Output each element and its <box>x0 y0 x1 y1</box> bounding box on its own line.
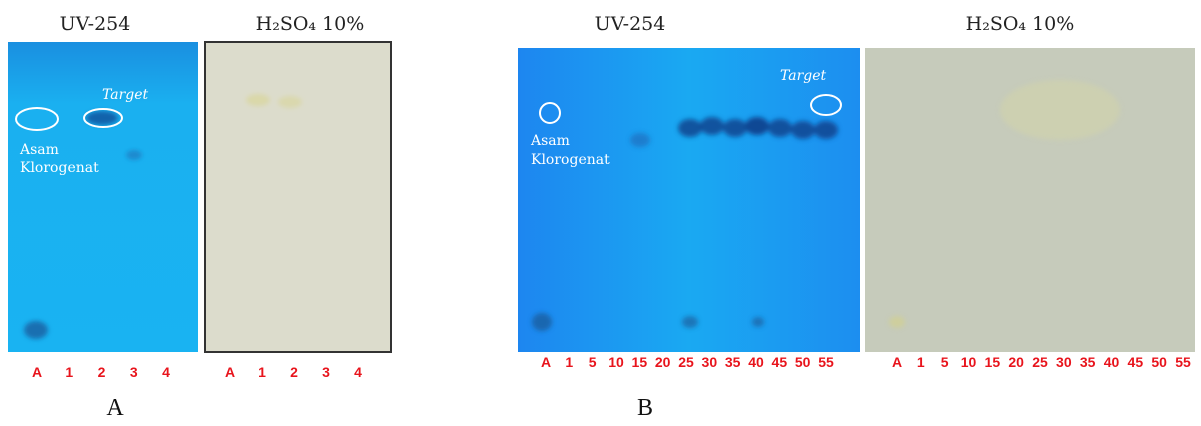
lane-label: 15 <box>632 354 648 370</box>
lane-label: 35 <box>725 354 741 370</box>
panel-label: A <box>106 395 124 421</box>
h2so4-plate <box>205 42 391 352</box>
lane-label: 4 <box>354 364 362 380</box>
lane-label: 30 <box>702 354 718 370</box>
panel-label: B <box>637 395 653 421</box>
lane-label: 35 <box>1080 354 1096 370</box>
lane-label: 55 <box>1175 354 1191 370</box>
lane-label: 25 <box>1032 354 1048 370</box>
lane-label: A <box>541 354 551 370</box>
lane-label: 2 <box>98 364 106 380</box>
lane-label: 3 <box>322 364 330 380</box>
lane-label: 1 <box>565 354 573 370</box>
plate-title: UV-254 <box>595 13 666 35</box>
lane-label: 1 <box>258 364 266 380</box>
lane-label: 5 <box>941 354 949 370</box>
lane-label: 20 <box>1008 354 1024 370</box>
lane-label: 45 <box>1128 354 1144 370</box>
lane-label: 1 <box>917 354 925 370</box>
lane-label: 3 <box>130 364 138 380</box>
annotation: Target <box>780 68 827 84</box>
lane-label: 55 <box>818 354 834 370</box>
annotation: Target <box>102 87 149 103</box>
uv-plate <box>518 48 860 352</box>
lane-label: A <box>32 364 42 380</box>
plate-title: H₂SO₄ 10% <box>256 13 365 35</box>
lane-label: 45 <box>772 354 788 370</box>
plate-title: UV-254 <box>60 13 131 35</box>
lane-label: 2 <box>290 364 298 380</box>
lane-label: 40 <box>1104 354 1120 370</box>
lane-label: A <box>892 354 902 370</box>
lane-label: 30 <box>1056 354 1072 370</box>
lane-label: 10 <box>608 354 624 370</box>
lane-label: 20 <box>655 354 671 370</box>
lane-label: 5 <box>589 354 597 370</box>
lane-label: 15 <box>985 354 1001 370</box>
lane-label: 40 <box>748 354 764 370</box>
figure: AUV-254A1234TargetAsamKlorogenatH₂SO₄ 10… <box>0 0 1201 426</box>
lane-label: 50 <box>1151 354 1167 370</box>
plate-title: H₂SO₄ 10% <box>966 13 1075 35</box>
lane-label: 10 <box>961 354 977 370</box>
lane-label: 1 <box>65 364 73 380</box>
lane-label: A <box>225 364 235 380</box>
lane-label: 50 <box>795 354 811 370</box>
lane-label: 4 <box>162 364 170 380</box>
lane-label: 25 <box>678 354 694 370</box>
